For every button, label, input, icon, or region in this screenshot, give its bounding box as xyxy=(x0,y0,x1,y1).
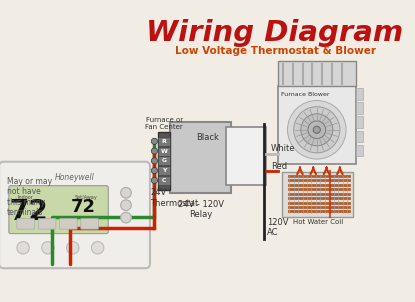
Text: G: G xyxy=(161,158,167,163)
Bar xyxy=(278,86,356,164)
Text: W: W xyxy=(161,149,168,154)
Bar xyxy=(158,133,171,190)
Text: 72: 72 xyxy=(71,198,96,216)
Circle shape xyxy=(17,242,29,254)
FancyBboxPatch shape xyxy=(9,186,108,233)
Text: White: White xyxy=(271,144,295,153)
Bar xyxy=(158,137,171,146)
Circle shape xyxy=(42,242,54,254)
Circle shape xyxy=(301,114,333,146)
Text: Furnace or
Fan Center: Furnace or Fan Center xyxy=(145,117,183,130)
Bar xyxy=(278,61,356,86)
Text: Indoor: Indoor xyxy=(18,194,34,200)
Circle shape xyxy=(121,188,131,198)
Circle shape xyxy=(121,212,131,223)
Text: Hot Water Coil: Hot Water Coil xyxy=(293,219,343,225)
Bar xyxy=(226,127,266,185)
Bar xyxy=(158,147,171,156)
Bar xyxy=(171,122,231,193)
Bar xyxy=(356,88,363,100)
FancyBboxPatch shape xyxy=(59,219,77,229)
Text: 24V - 120V
Relay: 24V - 120V Relay xyxy=(178,200,224,219)
Bar xyxy=(158,156,171,165)
FancyBboxPatch shape xyxy=(81,219,98,229)
Bar xyxy=(282,172,353,217)
Bar xyxy=(158,166,171,175)
Circle shape xyxy=(66,242,79,254)
Text: 120V
AC: 120V AC xyxy=(267,218,288,237)
Text: Set/Away: Set/Away xyxy=(75,194,97,200)
Circle shape xyxy=(308,121,326,139)
Text: 72: 72 xyxy=(9,198,48,226)
Circle shape xyxy=(151,177,158,183)
Text: Black: Black xyxy=(196,133,219,142)
Circle shape xyxy=(288,101,346,159)
FancyBboxPatch shape xyxy=(17,219,34,229)
FancyBboxPatch shape xyxy=(0,162,150,268)
Circle shape xyxy=(294,107,340,153)
Text: Honeywell: Honeywell xyxy=(55,173,95,182)
Bar xyxy=(356,131,363,142)
Bar xyxy=(356,145,363,156)
Text: Low Voltage Thermostat & Blower: Low Voltage Thermostat & Blower xyxy=(175,46,376,56)
Text: Wiring Diagram: Wiring Diagram xyxy=(146,19,404,47)
Text: R: R xyxy=(162,139,166,144)
Bar xyxy=(158,176,171,185)
Text: Red: Red xyxy=(271,162,287,171)
Circle shape xyxy=(91,242,104,254)
Text: C: C xyxy=(162,178,166,183)
Text: Y: Y xyxy=(162,168,166,173)
Circle shape xyxy=(151,158,158,164)
Circle shape xyxy=(151,148,158,154)
Text: May or may
not have
this many
terminals: May or may not have this many terminals xyxy=(7,177,52,217)
Circle shape xyxy=(151,168,158,174)
Circle shape xyxy=(151,138,158,144)
FancyBboxPatch shape xyxy=(38,219,56,229)
Text: 24V
Thermostat: 24V Thermostat xyxy=(150,188,198,208)
Bar xyxy=(356,117,363,128)
Text: Furnace Blower: Furnace Blower xyxy=(281,92,330,97)
Circle shape xyxy=(313,126,320,133)
Bar xyxy=(356,102,363,114)
Circle shape xyxy=(121,200,131,210)
